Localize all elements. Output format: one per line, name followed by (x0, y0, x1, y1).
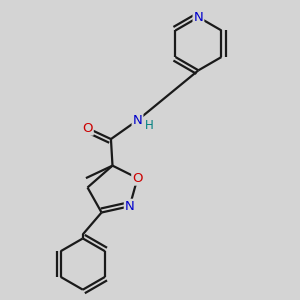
Text: N: N (133, 114, 142, 127)
Text: N: N (125, 200, 135, 213)
Text: H: H (145, 119, 154, 132)
Text: O: O (132, 172, 143, 184)
Text: N: N (194, 11, 203, 24)
Text: O: O (82, 122, 93, 135)
